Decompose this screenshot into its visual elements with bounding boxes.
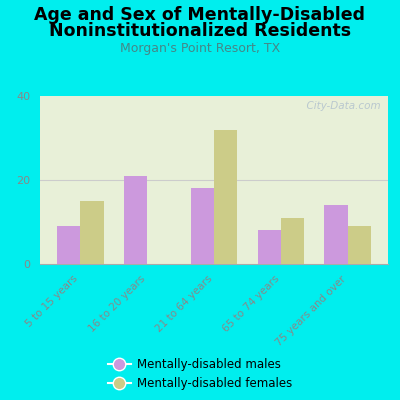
Bar (190, 188, 214, 264)
Text: City-Data.com: City-Data.com (300, 101, 381, 111)
Bar (214, 130, 238, 264)
Text: Morgan's Point Resort, TX: Morgan's Point Resort, TX (120, 42, 280, 55)
Bar (258, 230, 281, 264)
Bar (57, 226, 80, 264)
Bar (80, 201, 104, 264)
Legend: Mentally-disabled males, Mentally-disabled females: Mentally-disabled males, Mentally-disabl… (108, 358, 292, 390)
Bar (324, 205, 348, 264)
Bar (124, 176, 147, 264)
Text: Age and Sex of Mentally-Disabled: Age and Sex of Mentally-Disabled (34, 6, 366, 24)
Bar (348, 226, 371, 264)
Text: Noninstitutionalized Residents: Noninstitutionalized Residents (49, 22, 351, 40)
Bar (281, 218, 304, 264)
